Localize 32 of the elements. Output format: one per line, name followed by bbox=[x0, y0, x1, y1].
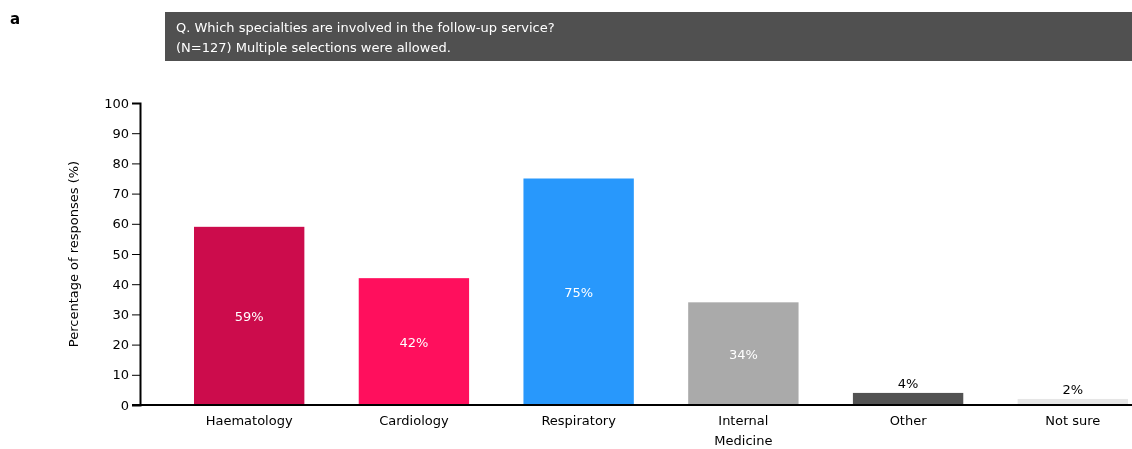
x-tick-label: Other bbox=[889, 413, 928, 428]
y-tick-label: 40 bbox=[112, 276, 129, 292]
bar bbox=[852, 392, 964, 405]
y-tick-label: 20 bbox=[112, 337, 129, 353]
y-tick-label: 0 bbox=[120, 397, 129, 413]
chart-title: Q. Which specialties are involved in the follow-up service? bbox=[176, 20, 555, 35]
data-label: 59% bbox=[234, 308, 264, 324]
y-tick-label: 10 bbox=[112, 367, 129, 383]
chart-subtitle: (N=127) Multiple selections were allowed. bbox=[176, 40, 451, 55]
bar bbox=[688, 302, 799, 405]
y-axis-title: Percentage of responses (%) bbox=[66, 160, 81, 348]
y-tick-label: 50 bbox=[112, 246, 129, 262]
x-tick-label: Respiratory bbox=[541, 413, 617, 428]
y-tick-label: 90 bbox=[112, 125, 129, 141]
y-tick-label: 100 bbox=[104, 95, 129, 111]
y-tick-label: 70 bbox=[112, 186, 129, 202]
data-label: 2% bbox=[1062, 381, 1084, 397]
x-tick-label: Haematology bbox=[205, 413, 293, 428]
data-label: 34% bbox=[728, 346, 758, 362]
y-tick-label: 30 bbox=[112, 307, 129, 323]
text: a bbox=[10, 10, 21, 28]
data-label: 4% bbox=[897, 375, 919, 391]
x-tick-label: Internal Medicine bbox=[714, 413, 773, 448]
x-tick-label: Not sure bbox=[1045, 413, 1101, 428]
bar bbox=[358, 278, 470, 405]
y-tick-label: 80 bbox=[112, 156, 129, 172]
bar bbox=[194, 226, 305, 405]
x-tick-label: Cardiology bbox=[379, 413, 449, 428]
data-label: 42% bbox=[399, 334, 429, 350]
data-label: 75% bbox=[564, 284, 594, 300]
y-tick-label: 60 bbox=[112, 216, 129, 232]
bar bbox=[523, 178, 634, 405]
